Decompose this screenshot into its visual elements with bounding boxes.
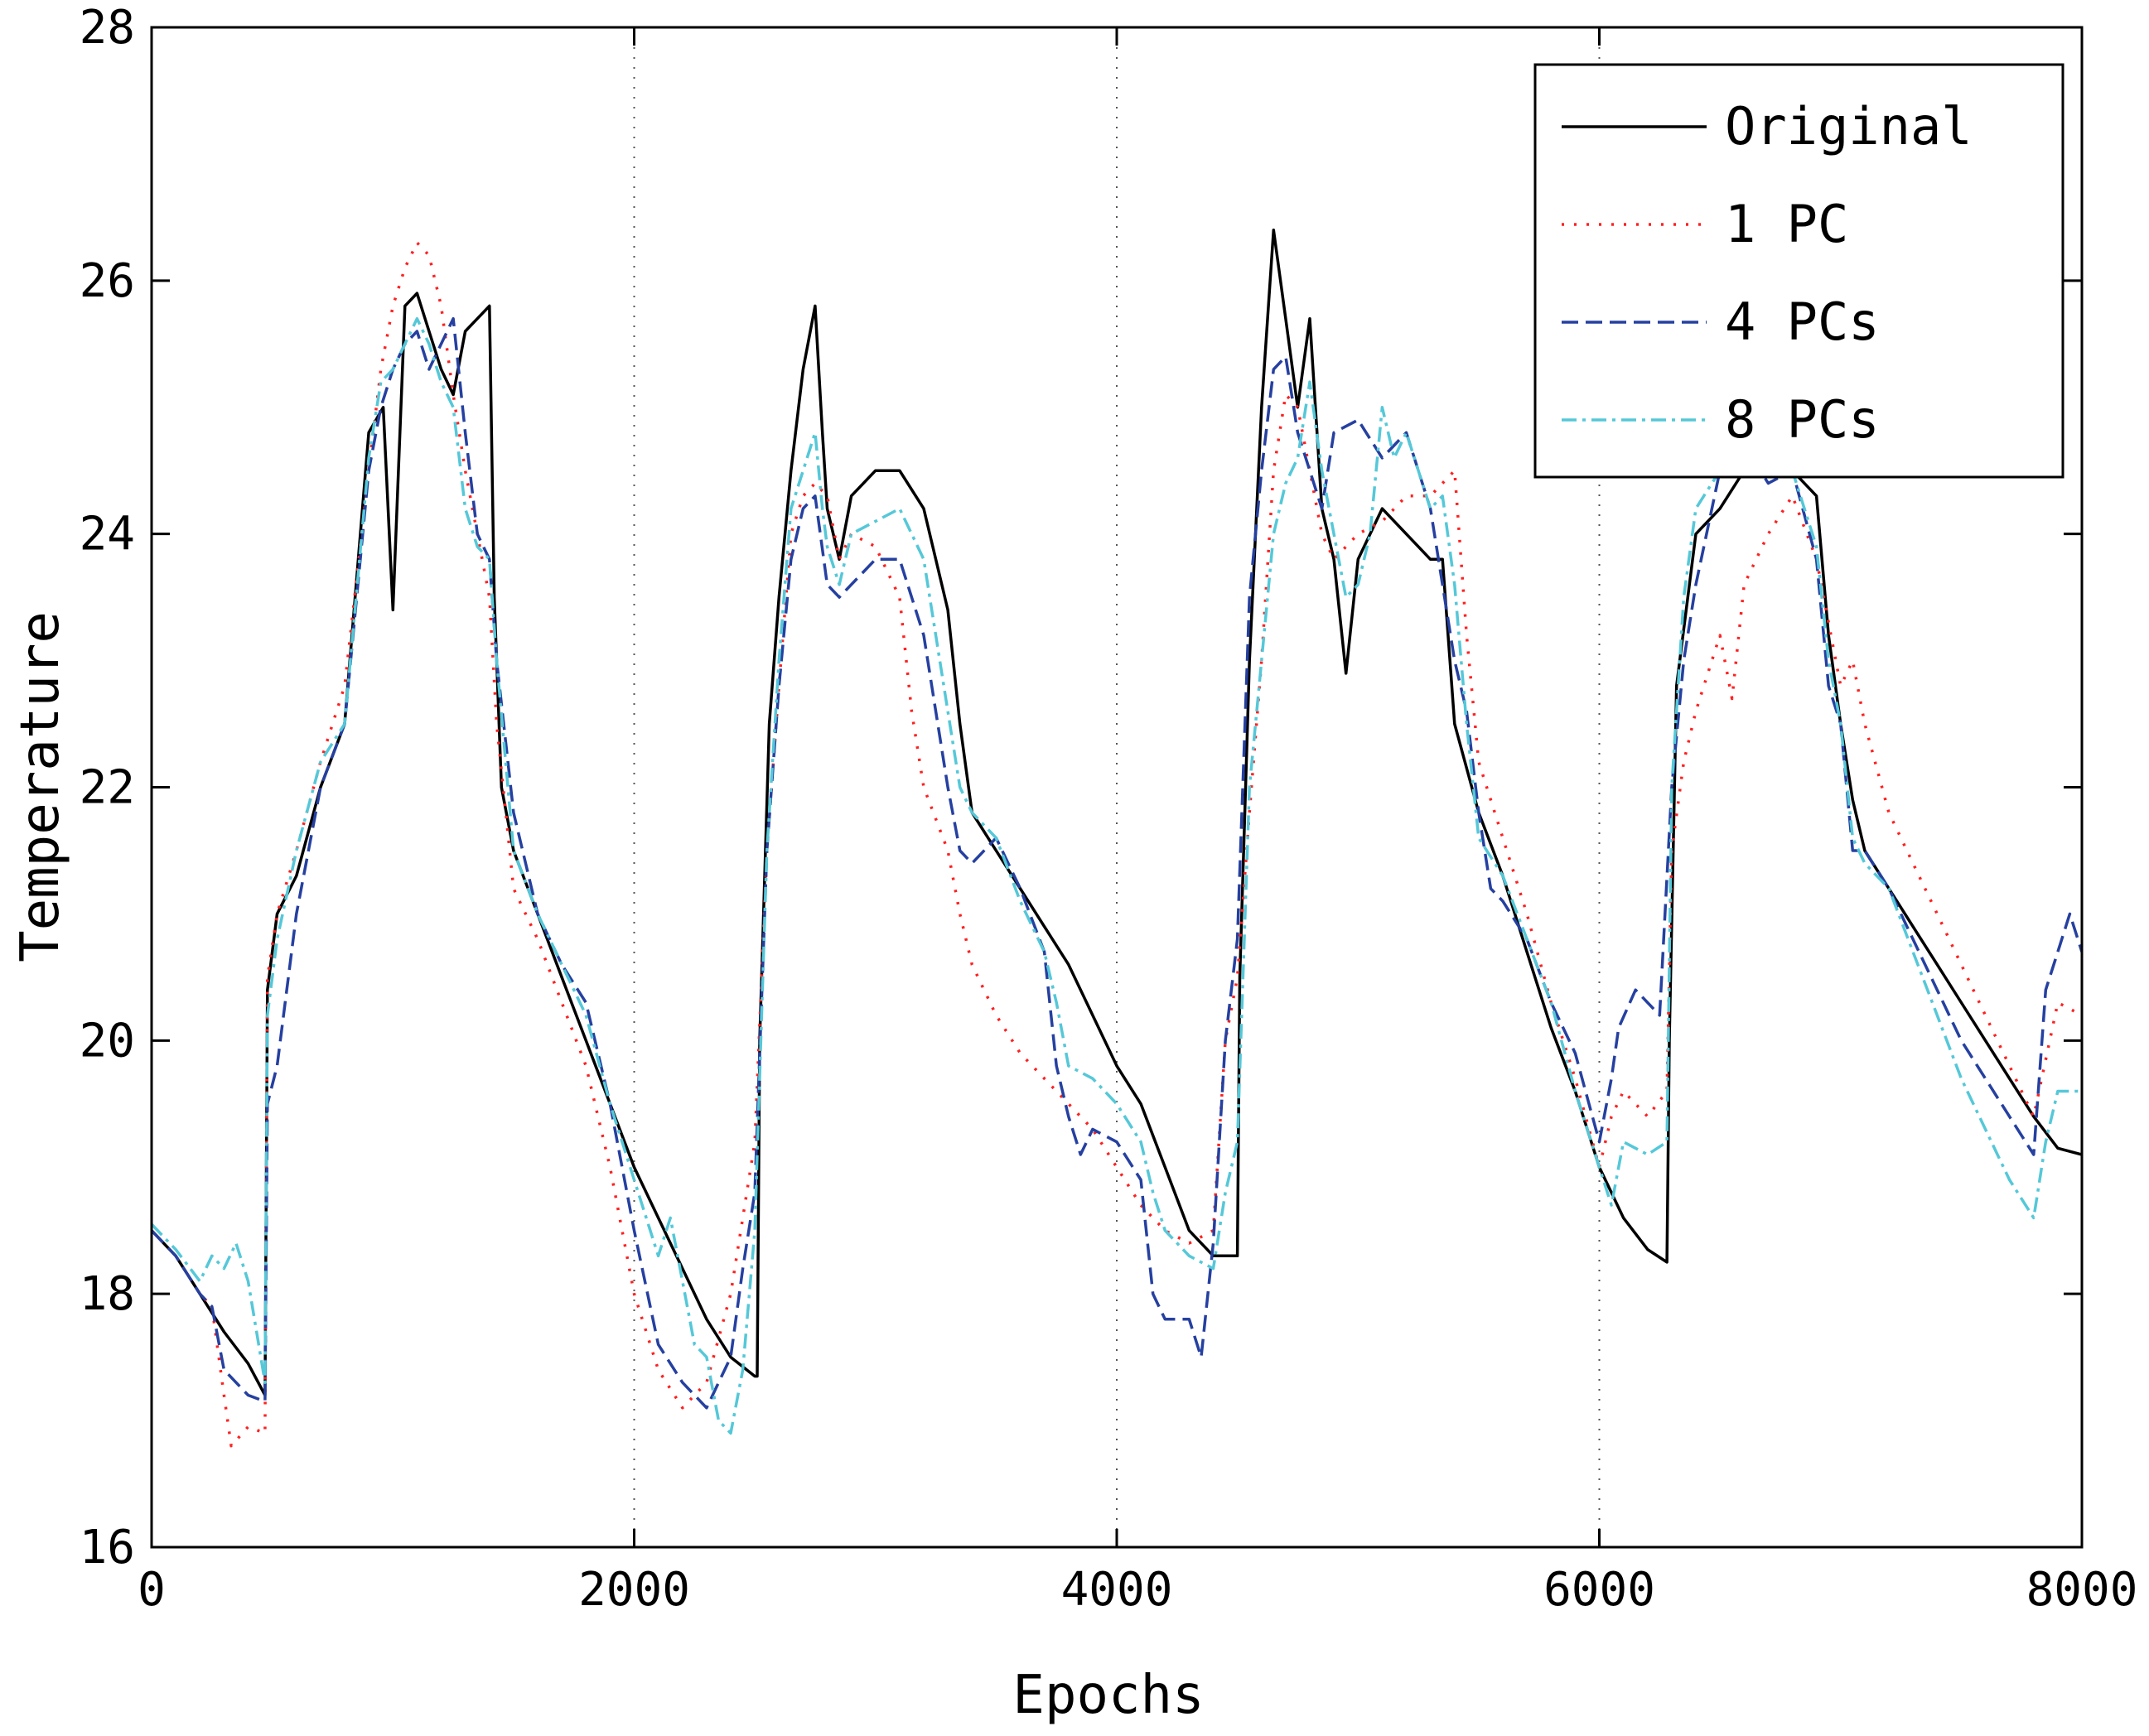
- y-tick-label: 20: [80, 1014, 135, 1068]
- x-tick-label: 8000: [2026, 1563, 2138, 1617]
- series-line-8-pcs: [152, 316, 2082, 1435]
- y-tick-label: 28: [80, 1, 135, 55]
- series-line-1-pc: [152, 241, 2082, 1448]
- legend-box: [1533, 63, 2064, 479]
- y-tick-label: 18: [80, 1267, 135, 1321]
- x-tick-label: 6000: [1543, 1563, 1655, 1617]
- x-tick-label: 4000: [1061, 1563, 1173, 1617]
- y-tick-label: 22: [80, 761, 135, 815]
- y-tick-labels: 16 18 20 22 24 26 28: [80, 1, 135, 1574]
- x-tick-labels: 0 2000 4000 6000 8000: [138, 1563, 2137, 1617]
- x-tick-label: 2000: [578, 1563, 690, 1617]
- legend-label: 4 PCs: [1725, 292, 1880, 352]
- legend-label: 1 PC: [1725, 194, 1848, 254]
- y-tick-label: 16: [80, 1521, 135, 1574]
- y-tick-label: 24: [80, 508, 135, 562]
- legend-label: 8 PCs: [1725, 389, 1880, 450]
- legend-label: Original: [1725, 96, 1973, 157]
- x-axis-title: Epochs: [1012, 1665, 1204, 1726]
- x-tick-label: 0: [138, 1563, 166, 1617]
- y-axis-title: Temperature: [10, 611, 71, 962]
- y-tick-label: 26: [80, 254, 135, 308]
- plot-frame: [150, 26, 2084, 1549]
- series-line-original: [152, 228, 2082, 1397]
- legend: Original 1 PC 4 PCs 8 PCs: [1533, 63, 2064, 479]
